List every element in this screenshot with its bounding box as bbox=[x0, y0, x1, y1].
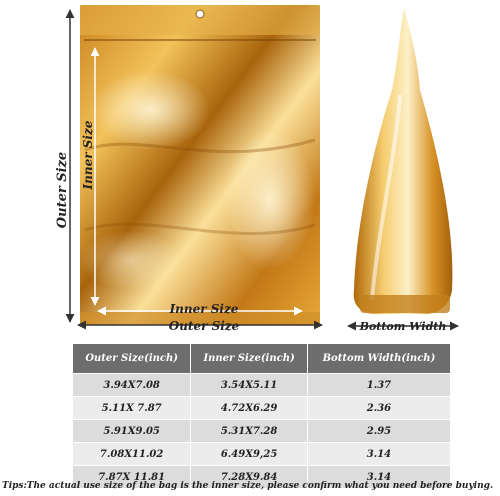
cell-outer-size: 5.91X9.05 bbox=[71, 419, 192, 443]
cell-bottom-width: 1.37 bbox=[306, 373, 452, 397]
outer-size-vertical-label: Outer Size bbox=[55, 152, 70, 228]
front-bag bbox=[80, 5, 320, 325]
table-row: 5.91X9.05 5.31X7.28 2.95 bbox=[71, 419, 452, 443]
cell-outer-size: 7.08X11.02 bbox=[71, 442, 192, 466]
cell-inner-size: 5.31X7.28 bbox=[190, 419, 308, 443]
cell-bottom-width: 3.14 bbox=[306, 442, 452, 466]
inner-size-vertical-label: Inner Size bbox=[81, 120, 95, 190]
table-header-row: Outer Size(inch) Inner Size(inch) Bottom… bbox=[71, 343, 452, 374]
cell-bottom-width: 2.36 bbox=[306, 396, 452, 420]
table-row: 3.94X7.08 3.54X5.11 1.37 bbox=[71, 373, 452, 397]
outer-size-horizontal-label: Outer Size bbox=[169, 319, 240, 333]
cell-bottom-width: 2.95 bbox=[306, 419, 452, 443]
cell-inner-size: 7.28X9.84 bbox=[190, 465, 308, 489]
cell-outer-size: 3.94X7.08 bbox=[71, 373, 192, 397]
cell-outer-size: 5.11X 7.87 bbox=[71, 396, 192, 420]
cell-inner-size: 6.49X9,25 bbox=[190, 442, 308, 466]
bottom-width-label: Bottom Width bbox=[359, 320, 447, 333]
tips-note: Tips:The actual use size of the bag is t… bbox=[2, 481, 494, 491]
cell-outer-size: 7.87X 11.81 bbox=[71, 465, 192, 489]
column-header-outer-size: Outer Size(inch) bbox=[71, 343, 192, 374]
side-bag bbox=[353, 8, 453, 314]
cell-bottom-width: 3.14 bbox=[306, 465, 452, 489]
table-row: 7.87X 11.81 7.28X9.84 3.14 bbox=[71, 465, 452, 489]
cell-inner-size: 4.72X6.29 bbox=[190, 396, 308, 420]
table-row: 5.11X 7.87 4.72X6.29 2.36 bbox=[71, 396, 452, 420]
size-table: Outer Size(inch) Inner Size(inch) Bottom… bbox=[71, 343, 452, 489]
table-row: 7.08X11.02 6.49X9,25 3.14 bbox=[71, 442, 452, 466]
inner-size-horizontal-label: Inner Size bbox=[169, 302, 239, 316]
cell-inner-size: 3.54X5.11 bbox=[190, 373, 308, 397]
column-header-inner-size: Inner Size(inch) bbox=[190, 343, 308, 374]
column-header-bottom-width: Bottom Width(inch) bbox=[306, 343, 452, 374]
